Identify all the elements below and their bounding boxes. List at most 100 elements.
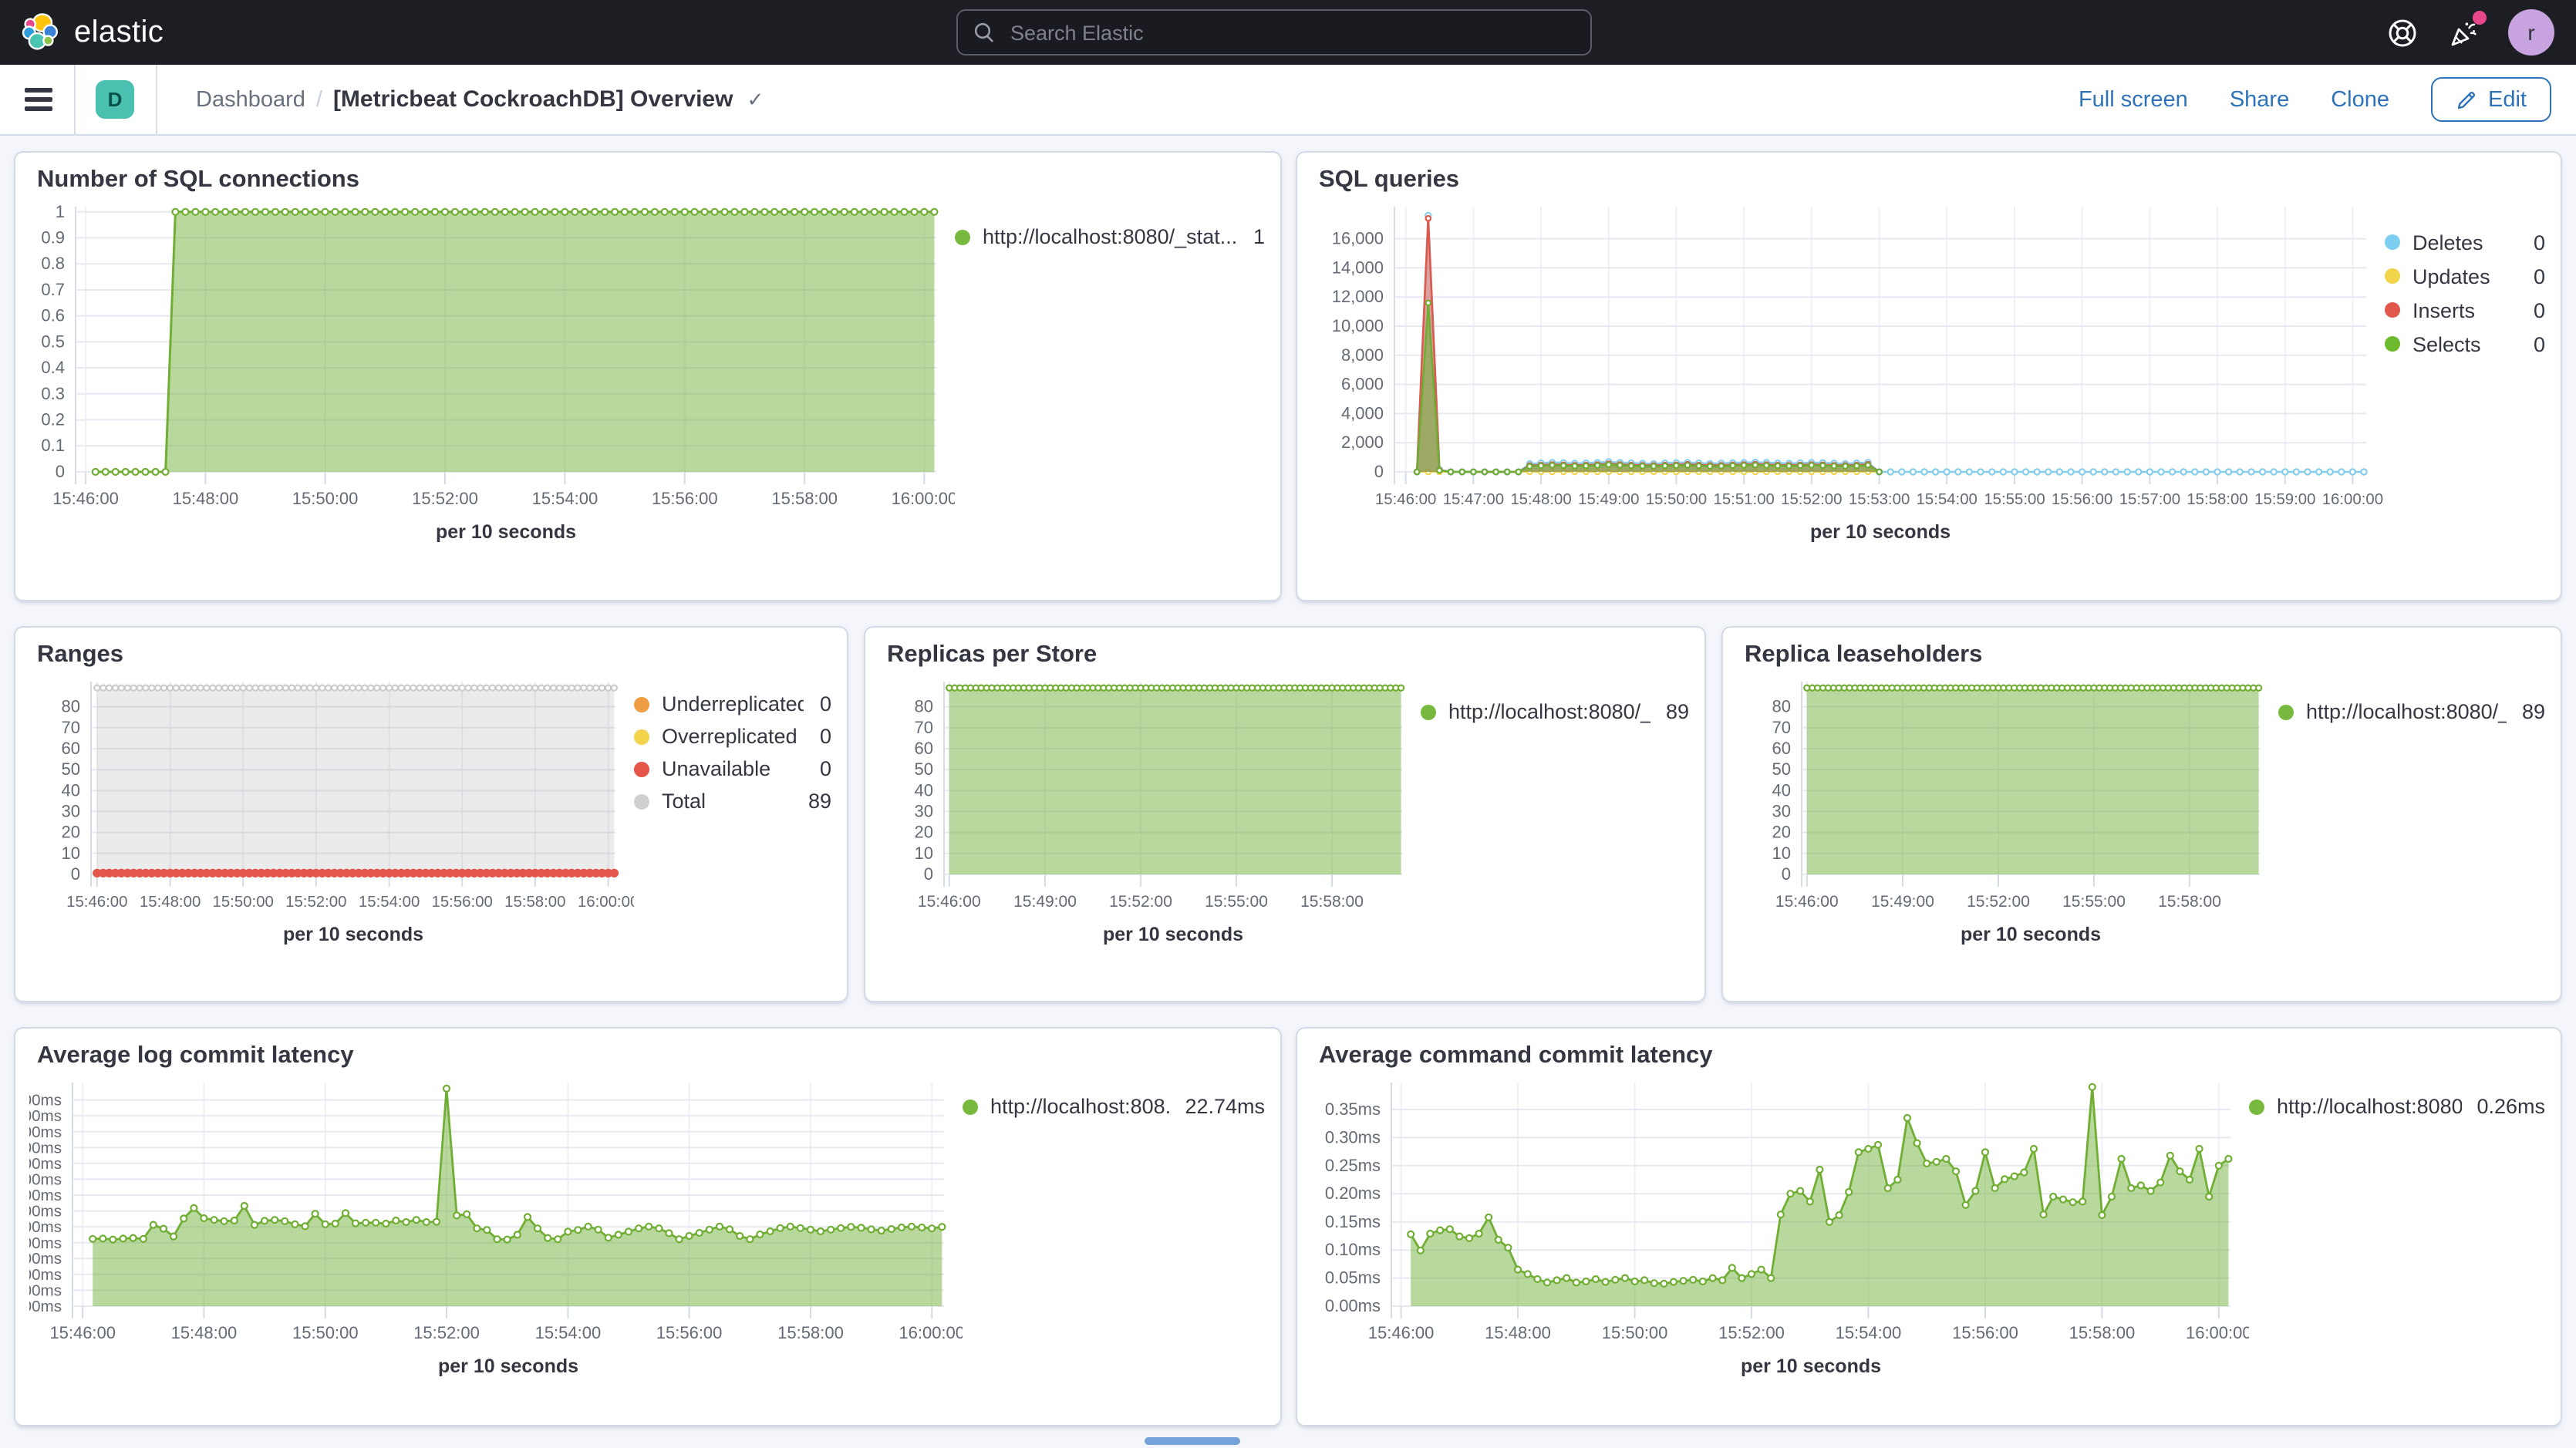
- svg-text:15.00ms: 15.00ms: [29, 1250, 62, 1268]
- full-screen-button[interactable]: Full screen: [2078, 87, 2188, 112]
- svg-text:15:55:00: 15:55:00: [1205, 893, 1268, 911]
- breadcrumb-dashboard-link[interactable]: Dashboard: [196, 87, 305, 112]
- svg-text:15:56:00: 15:56:00: [656, 1323, 723, 1342]
- page-title: [Metricbeat CockroachDB] Overview: [332, 86, 733, 113]
- chart-legend: http://localhost:8080/_stat... 1: [955, 197, 1271, 586]
- svg-text:40: 40: [1772, 780, 1791, 800]
- panel-average-log-commit-latency: Average log commit latency 0.00ms5.00ms1…: [14, 1027, 1282, 1426]
- legend-color-dot: [634, 729, 649, 744]
- svg-text:50: 50: [915, 759, 933, 779]
- elastic-home-link[interactable]: elastic: [22, 12, 164, 52]
- svg-text:4,000: 4,000: [1341, 403, 1384, 423]
- search-input[interactable]: [1007, 19, 1575, 45]
- legend-item[interactable]: Unavailable 0: [634, 753, 831, 785]
- edit-button[interactable]: Edit: [2431, 77, 2551, 122]
- chart-legend: http://localhost:8080/_sta... 89: [1421, 672, 1695, 987]
- svg-text:15:58:00: 15:58:00: [2069, 1323, 2136, 1342]
- newsfeed-button[interactable]: [2446, 11, 2487, 49]
- panel-title[interactable]: SQL queries: [1319, 167, 1460, 193]
- area-chart[interactable]: 0 2,000 4,000 6,000 8,000 10,000 12,000 14,000 1…: [1311, 197, 2385, 586]
- svg-text:60: 60: [1772, 739, 1791, 758]
- legend-color-dot: [2249, 1099, 2264, 1114]
- svg-text:20: 20: [62, 823, 80, 842]
- svg-text:15:51:00: 15:51:00: [1714, 491, 1775, 508]
- svg-text:2,000: 2,000: [1341, 433, 1384, 452]
- svg-text:per 10 seconds: per 10 seconds: [438, 1355, 578, 1377]
- panel-title[interactable]: Ranges: [37, 641, 123, 668]
- svg-text:15:48:00: 15:48:00: [140, 894, 201, 911]
- title-check-icon[interactable]: ✓: [747, 87, 764, 110]
- panel-title[interactable]: Replicas per Store: [887, 641, 1097, 668]
- horizontal-scrollbar-thumb[interactable]: [1145, 1437, 1240, 1445]
- panel-title[interactable]: Number of SQL connections: [37, 167, 359, 193]
- area-chart[interactable]: 0.00ms5.00ms10.00ms15.00ms20.00ms25.00ms…: [29, 1073, 963, 1411]
- svg-text:per 10 seconds: per 10 seconds: [283, 924, 423, 945]
- legend-item[interactable]: Updates 0: [2385, 259, 2545, 293]
- top-navigation: elastic: [0, 0, 2576, 65]
- svg-text:15:46:00: 15:46:00: [49, 1323, 116, 1342]
- svg-text:16,000: 16,000: [1332, 229, 1384, 248]
- svg-text:30.00ms: 30.00ms: [29, 1203, 62, 1221]
- panel-number-of-sql-connections: Number of SQL connections 0 0.1 0.2 0.3 0.4 0…: [14, 151, 1282, 601]
- svg-text:15:56:00: 15:56:00: [1952, 1323, 2018, 1342]
- panel-title[interactable]: Average log commit latency: [37, 1042, 354, 1069]
- clone-button[interactable]: Clone: [2331, 87, 2389, 112]
- elastic-logo-icon: [22, 13, 59, 50]
- user-avatar[interactable]: r: [2508, 9, 2554, 56]
- svg-text:35.00ms: 35.00ms: [29, 1187, 62, 1204]
- svg-text:0: 0: [56, 462, 65, 481]
- menu-hamburger-icon[interactable]: [25, 88, 52, 111]
- legend-item[interactable]: http://localhost:8080... 0.26ms: [2249, 1095, 2545, 1118]
- svg-text:15:52:00: 15:52:00: [413, 1323, 480, 1342]
- legend-item[interactable]: Underreplicated 0: [634, 688, 831, 720]
- legend-item[interactable]: Total 89: [634, 785, 831, 817]
- legend-item[interactable]: http://localhost:8080/_stat... 1: [955, 225, 1265, 248]
- legend-item[interactable]: Selects 0: [2385, 327, 2545, 361]
- legend-item[interactable]: http://localhost:8080/_sta... 89: [1421, 700, 1689, 723]
- legend-color-dot: [963, 1099, 978, 1114]
- legend-item[interactable]: http://localhost:8080/_sta... 89: [2278, 700, 2545, 723]
- panel-title[interactable]: Average command commit latency: [1319, 1042, 1713, 1069]
- legend-item[interactable]: http://localhost:808... 22.74ms: [963, 1095, 1265, 1118]
- svg-text:15:49:00: 15:49:00: [1871, 893, 1934, 911]
- brand-wordmark: elastic: [74, 15, 164, 49]
- svg-text:15:54:00: 15:54:00: [1836, 1323, 1902, 1342]
- legend-item[interactable]: Inserts 0: [2385, 293, 2545, 327]
- svg-text:20: 20: [1772, 823, 1791, 842]
- svg-text:0.20ms: 0.20ms: [1325, 1184, 1381, 1203]
- svg-text:1: 1: [56, 202, 65, 221]
- svg-text:15:58:00: 15:58:00: [1300, 893, 1364, 911]
- svg-text:15:54:00: 15:54:00: [1917, 491, 1978, 508]
- svg-text:60: 60: [62, 739, 80, 758]
- legend-item[interactable]: Deletes 0: [2385, 225, 2545, 259]
- panel-title[interactable]: Replica leaseholders: [1745, 641, 1983, 668]
- svg-text:15:47:00: 15:47:00: [1443, 491, 1504, 508]
- area-chart[interactable]: 0.00ms 0.05ms 0.10ms 0.15ms 0.20ms 0.25ms 0.30…: [1311, 1073, 2249, 1411]
- svg-text:45.00ms: 45.00ms: [29, 1155, 62, 1173]
- svg-text:15:46:00: 15:46:00: [1368, 1323, 1435, 1342]
- svg-text:0.8: 0.8: [41, 254, 65, 273]
- panel-average-command-commit-latency: Average command commit latency 0.00ms 0.0…: [1296, 1027, 2562, 1426]
- share-button[interactable]: Share: [2229, 87, 2290, 112]
- svg-text:0: 0: [1374, 462, 1384, 481]
- panel-ranges: Ranges 0 10 20 30 40 50 60 70 80 15:46:00 15:48:00…: [14, 626, 848, 1002]
- dashboard-app-badge[interactable]: D: [96, 80, 134, 119]
- svg-text:10: 10: [915, 844, 933, 863]
- help-button[interactable]: [2385, 15, 2419, 49]
- area-chart[interactable]: 0 0.1 0.2 0.3 0.4 0.5 0.6 0.7 0.8 0.9 1 15:46:00 15:…: [29, 197, 955, 586]
- svg-text:15:52:00: 15:52:00: [1781, 491, 1842, 508]
- svg-text:0.15ms: 0.15ms: [1325, 1212, 1381, 1231]
- legend-color-dot: [634, 761, 649, 776]
- global-search[interactable]: [956, 9, 1592, 56]
- svg-text:15:48:00: 15:48:00: [1510, 491, 1571, 508]
- svg-text:15:50:00: 15:50:00: [292, 1323, 359, 1342]
- legend-color-dot: [2385, 336, 2400, 352]
- legend-item[interactable]: Overreplicated 0: [634, 720, 831, 753]
- breadcrumb: Dashboard / [Metricbeat CockroachDB] Ove…: [177, 86, 764, 113]
- svg-text:16:00:00: 16:00:00: [899, 1323, 963, 1342]
- svg-text:40.00ms: 40.00ms: [29, 1170, 62, 1188]
